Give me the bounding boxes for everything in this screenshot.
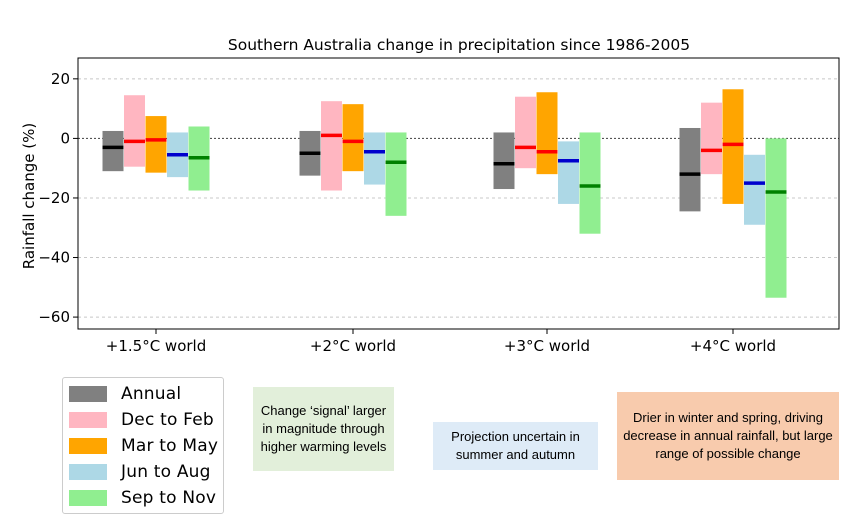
bar-sep-to-nov [579, 132, 601, 234]
y-tick-label: 0 [60, 129, 70, 147]
median-markers [102, 133, 787, 194]
y-axis-label: Rainfall change (%) [20, 123, 38, 269]
note-signal: Change ‘signal’ larger in magnitude thro… [253, 387, 394, 471]
chart-title: Southern Australia change in precipitati… [228, 36, 690, 54]
legend-swatch [69, 438, 107, 454]
legend-item-jun-aug: Jun to Aug [69, 461, 211, 483]
y-tick-label: −60 [38, 308, 70, 326]
x-axis-ticks: +1.5°C world +2°C world +3°C world +4°C wor… [106, 329, 776, 355]
y-axis-ticks: 20 0 −20 −40 −60 [38, 70, 78, 326]
bar-annual [102, 130, 124, 172]
bar-jun-to-aug [744, 154, 765, 225]
legend-item-sep-nov: Sep to Nov [69, 487, 216, 509]
x-tick-label: +4°C world [690, 337, 776, 355]
legend-label: Mar to May [121, 436, 219, 456]
legend-item-mar-may: Mar to May [69, 435, 218, 457]
legend-item-annual: Annual [69, 383, 181, 405]
legend-swatch [69, 490, 107, 506]
bar-jun-to-aug [558, 141, 579, 204]
legend-label: Jun to Aug [121, 462, 211, 482]
y-tick-label: 20 [51, 70, 70, 88]
legend-swatch [69, 412, 107, 428]
bar-annual [679, 127, 701, 212]
bar-sep-to-nov [765, 138, 787, 298]
bar-annual [493, 132, 515, 190]
legend-swatch [69, 464, 107, 480]
y-tick-label: −20 [38, 189, 70, 207]
legend-label: Sep to Nov [121, 488, 217, 508]
bar-dec-to-feb [515, 96, 536, 169]
plot-frame [77, 57, 840, 330]
legend-label: Dec to Feb [121, 410, 214, 430]
legend-swatch [69, 386, 107, 402]
x-tick-label: +1.5°C world [106, 337, 206, 355]
legend-label: Annual [121, 384, 182, 404]
bar-mar-to-may [145, 116, 167, 173]
bar-dec-to-feb [321, 101, 342, 191]
note-drier: Drier in winter and spring, driving decr… [617, 392, 839, 480]
bar-mar-to-may [342, 104, 364, 172]
bar-dec-to-feb [124, 95, 145, 167]
x-tick-label: +3°C world [504, 337, 590, 355]
gridlines [78, 78, 839, 318]
chart-legend: Annual Dec to Feb Mar to May Jun to Aug … [62, 377, 224, 514]
precipitation-chart: Southern Australia change in precipitati… [20, 36, 840, 355]
bar-jun-to-aug [364, 132, 385, 185]
bar-dec-to-feb [701, 102, 722, 175]
bar-mar-to-may [536, 92, 558, 175]
y-tick-label: −40 [38, 249, 70, 267]
bars [102, 89, 787, 298]
x-tick-label: +2°C world [310, 337, 396, 355]
note-uncertain: Projection uncertain in summer and autum… [433, 422, 598, 470]
bar-sep-to-nov [385, 132, 407, 216]
bar-mar-to-may [722, 89, 744, 204]
legend-item-dec-feb: Dec to Feb [69, 409, 214, 431]
